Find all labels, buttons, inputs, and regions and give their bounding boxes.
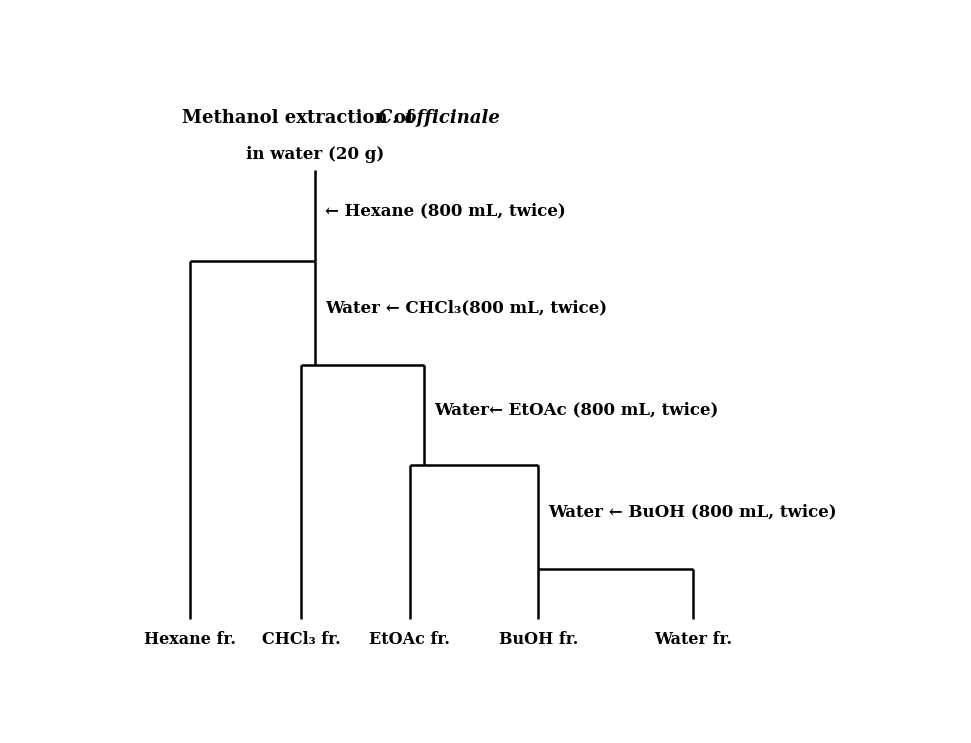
- Text: Water ← BuOH (800 mL, twice): Water ← BuOH (800 mL, twice): [549, 504, 837, 521]
- Text: Water← EtOAc (800 mL, twice): Water← EtOAc (800 mL, twice): [434, 402, 719, 419]
- Text: Water fr.: Water fr.: [654, 632, 732, 648]
- Text: C. officinale: C. officinale: [378, 109, 500, 127]
- Text: Hexane fr.: Hexane fr.: [144, 632, 236, 648]
- Text: CHCl₃ fr.: CHCl₃ fr.: [262, 632, 341, 648]
- Text: in water (20 g): in water (20 g): [246, 146, 385, 163]
- Text: EtOAc fr.: EtOAc fr.: [369, 632, 451, 648]
- Text: BuOH fr.: BuOH fr.: [499, 632, 578, 648]
- Text: Methanol extraction of: Methanol extraction of: [182, 109, 426, 127]
- Text: ← Hexane (800 mL, twice): ← Hexane (800 mL, twice): [325, 202, 566, 219]
- Text: Water ← CHCl₃(800 mL, twice): Water ← CHCl₃(800 mL, twice): [325, 299, 607, 317]
